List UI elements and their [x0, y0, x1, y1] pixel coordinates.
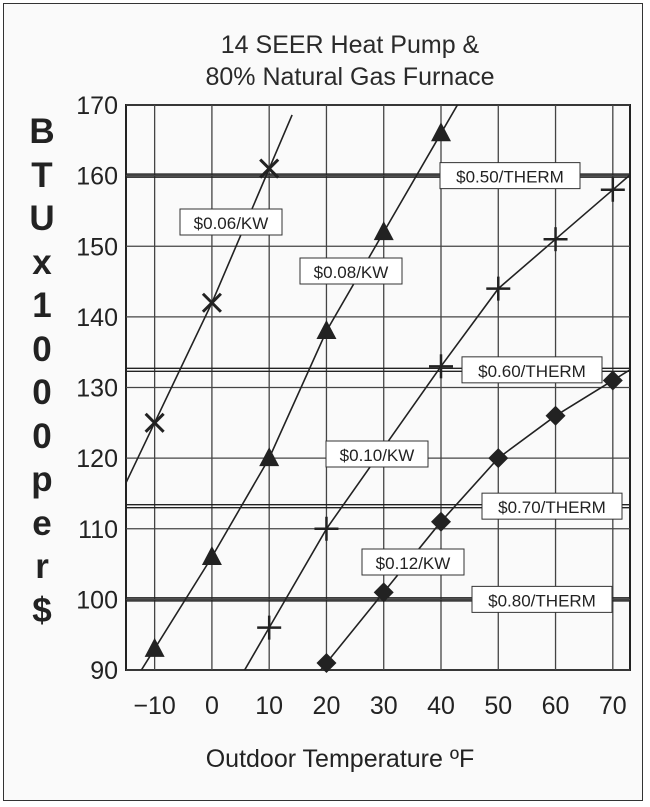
x-tick-label: 40 — [427, 692, 455, 720]
x-axis-label: Outdoor Temperature ºF — [205, 745, 475, 773]
plus-marker — [314, 516, 339, 541]
y-axis-label-char: 0 — [32, 329, 52, 369]
y-axis-label-char: T — [31, 155, 53, 195]
series-label: $0.06/KW — [194, 214, 269, 233]
x-marker — [259, 158, 280, 179]
series-line — [140, 105, 459, 670]
diamond-marker — [373, 582, 394, 603]
x-marker — [201, 292, 222, 313]
plus-marker — [429, 354, 453, 379]
x-tick-label: 70 — [599, 692, 627, 720]
triangle-marker — [431, 122, 451, 142]
therm-label: $0.70/THERM — [498, 498, 606, 517]
triangle-marker — [316, 320, 337, 339]
series-label-box — [179, 208, 283, 236]
triangle-marker — [373, 221, 394, 241]
therm-label: $0.80/THERM — [488, 591, 596, 610]
plus-marker — [486, 276, 511, 301]
series-line — [243, 174, 630, 670]
y-tick-label: 120 — [76, 445, 118, 473]
y-axis-label-char: $ — [32, 590, 52, 630]
therm-label: $0.60/THERM — [478, 362, 586, 381]
series-label: $0.12/KW — [376, 554, 451, 573]
x-marker-stroke — [144, 412, 165, 433]
y-tick-label: 150 — [76, 233, 118, 261]
y-axis-label-char: r — [35, 547, 49, 586]
y-axis-label-char: 0 — [32, 416, 52, 456]
y-tick-label: 160 — [76, 163, 118, 191]
y-axis-label-char: x — [32, 242, 52, 282]
y-tick-label: 110 — [78, 516, 118, 544]
y-tick-label: 90 — [90, 657, 118, 685]
series-label-box — [361, 548, 465, 576]
plus-marker — [600, 177, 625, 202]
y-tick-label: 130 — [76, 375, 118, 403]
therm-label: $0.50/THERM — [456, 168, 564, 187]
x-tick-label: 0 — [205, 692, 219, 720]
x-tick-label: 30 — [370, 692, 398, 720]
y-tick-label: 170 — [76, 92, 118, 120]
y-axis-label-char: 0 — [32, 373, 52, 412]
therm-label-box — [481, 492, 623, 520]
y-tick-label: 100 — [76, 586, 118, 614]
triangle-marker — [144, 637, 165, 657]
y-tick-label: 140 — [76, 304, 118, 332]
x-marker-stroke — [259, 158, 280, 179]
diamond-marker — [602, 370, 623, 391]
series-label-box — [325, 440, 429, 468]
triangle-marker — [259, 447, 280, 467]
diamond-marker — [431, 511, 451, 532]
therm-label-box — [471, 585, 613, 613]
series-line — [319, 369, 630, 670]
y-axis-label-char: U — [29, 199, 55, 238]
diamond-marker — [545, 405, 566, 426]
diamond-marker — [316, 652, 337, 673]
plus-marker — [543, 227, 568, 252]
triangle-marker — [201, 546, 222, 565]
y-axis-label-char: e — [32, 503, 52, 543]
therm-label-box — [439, 162, 581, 190]
therm-label-box — [461, 356, 603, 384]
y-axis-label-char: B — [29, 112, 55, 151]
x-marker — [144, 412, 165, 433]
x-tick-label: 60 — [542, 692, 570, 720]
series-label: $0.08/KW — [314, 263, 389, 282]
plus-marker — [257, 615, 282, 640]
y-axis-label-char: 1 — [32, 286, 52, 325]
x-tick-label: 20 — [313, 692, 341, 720]
series-label-box — [299, 257, 403, 285]
x-tick-label: −10 — [133, 692, 175, 720]
diamond-marker — [488, 448, 509, 469]
y-axis-label-char: p — [31, 460, 53, 499]
x-tick-label: 50 — [484, 692, 512, 720]
chart-title-line-1: 14 SEER Heat Pump & — [220, 31, 480, 59]
chart-title-line-2: 80% Natural Gas Furnace — [205, 63, 495, 91]
x-marker-stroke — [201, 292, 222, 313]
series-label: $0.10/KW — [340, 446, 415, 465]
x-tick-label: 10 — [255, 692, 283, 720]
